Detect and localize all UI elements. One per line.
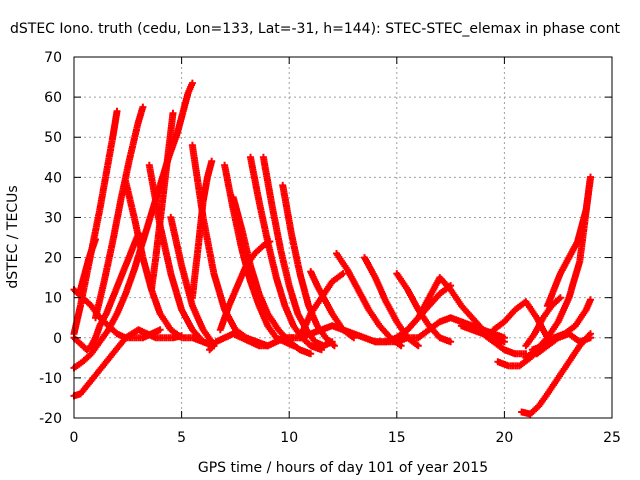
y-tick-label: 70 [44,50,62,66]
y-tick-label: 50 [44,130,62,146]
series-7 [92,103,147,322]
y-tick-label: -20 [39,411,62,427]
plot-area [70,79,594,418]
series-23-points [307,268,358,342]
series-16 [229,193,315,358]
x-tick-label: 0 [70,430,79,446]
series-5-points [77,236,99,294]
x-axis-label: GPS time / hours of day 101 of year 2015 [198,460,488,476]
x-tick-label: 20 [495,430,513,446]
series-30 [457,322,530,358]
series-8 [122,177,218,350]
plot-frame [73,56,613,419]
x-tick-label: 25 [603,430,621,446]
y-tick-label: 20 [44,251,62,267]
series-18 [259,153,336,350]
series-37 [533,330,594,358]
y-tick-labels: -20 -10 0 10 20 30 40 50 60 70 [39,50,62,427]
y-tick-label: 10 [44,291,62,307]
series-10 [145,161,218,350]
y-tick-label: 60 [44,90,62,106]
y-tick-label: 0 [53,331,62,347]
series-20 [216,238,274,334]
y-tick-label: 40 [44,170,62,186]
series-38-points [543,173,594,310]
series-29 [414,314,508,342]
x-tick-label: 15 [388,430,406,446]
series-30-points [457,322,530,358]
y-tick-label: -10 [39,371,62,387]
series-29-points [414,314,508,342]
series-18-points [259,153,336,350]
series-37-points [533,330,594,358]
series-20-points [216,238,274,334]
series-10-points [145,161,218,350]
y-tick-label: 30 [44,210,62,226]
series-33-points [522,294,564,350]
x-tick-label: 5 [177,430,186,446]
series-38 [543,173,594,310]
x-tick-labels: 0 5 10 15 20 25 [70,430,621,446]
series-5 [77,236,99,294]
series-16-points [229,193,315,358]
series-7-points [92,103,147,322]
series-23 [307,268,358,342]
y-axis-label: dSTEC / TECUs [5,185,21,288]
chart-title: dSTEC Iono. truth (cedu, Lon=133, Lat=-3… [10,21,620,37]
x-tick-label: 10 [280,430,298,446]
series-11-points [167,213,216,346]
series-11 [167,213,216,346]
axis-ticks [73,56,613,419]
series-33 [522,294,564,350]
series-8-points [122,177,218,350]
